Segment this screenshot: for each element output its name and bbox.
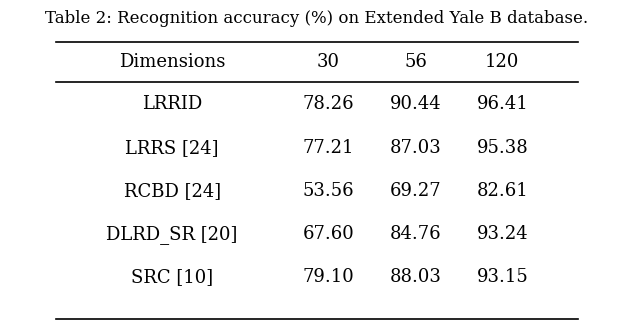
Text: 79.10: 79.10 — [302, 268, 354, 286]
Text: 78.26: 78.26 — [303, 95, 354, 114]
Text: LRRID: LRRID — [142, 95, 202, 114]
Text: 93.15: 93.15 — [477, 268, 528, 286]
Text: 53.56: 53.56 — [303, 182, 354, 200]
Text: 90.44: 90.44 — [390, 95, 441, 114]
Text: LRRS [24]: LRRS [24] — [126, 139, 219, 157]
Text: 96.41: 96.41 — [477, 95, 528, 114]
Text: 120: 120 — [485, 53, 520, 71]
Text: 82.61: 82.61 — [477, 182, 528, 200]
Text: Dimensions: Dimensions — [119, 53, 225, 71]
Text: 69.27: 69.27 — [390, 182, 441, 200]
Text: 93.24: 93.24 — [477, 225, 528, 243]
Text: SRC [10]: SRC [10] — [131, 268, 213, 286]
Text: Table 2: Recognition accuracy (%) on Extended Yale B database.: Table 2: Recognition accuracy (%) on Ext… — [46, 10, 588, 27]
Text: 56: 56 — [404, 53, 427, 71]
Text: 30: 30 — [317, 53, 340, 71]
Text: 88.03: 88.03 — [389, 268, 441, 286]
Text: 84.76: 84.76 — [390, 225, 441, 243]
Text: 87.03: 87.03 — [390, 139, 441, 157]
Text: 77.21: 77.21 — [303, 139, 354, 157]
Text: 95.38: 95.38 — [477, 139, 528, 157]
Text: RCBD [24]: RCBD [24] — [124, 182, 221, 200]
Text: 67.60: 67.60 — [302, 225, 354, 243]
Text: DLRD_SR [20]: DLRD_SR [20] — [107, 225, 238, 244]
